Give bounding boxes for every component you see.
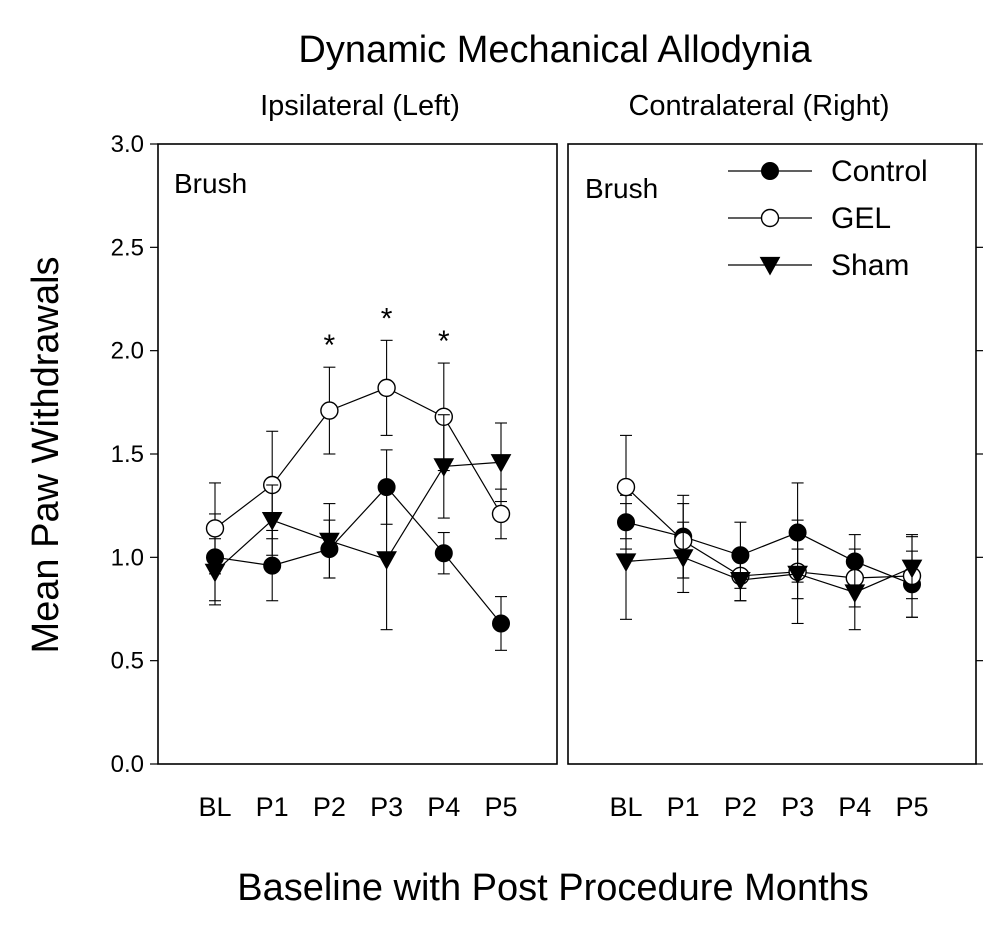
x-tick-label: P1 [667, 792, 700, 822]
legend-marker [760, 208, 780, 228]
significance-star: * [438, 325, 450, 358]
legend-label: Sham [831, 249, 909, 282]
panel-right: BL P1 P2 P3 P4 P5 Brush [567, 143, 983, 822]
panel-frame-right [567, 143, 977, 765]
data-point [672, 549, 694, 568]
data-point [787, 565, 808, 585]
legend: Control GEL Sham [728, 155, 928, 282]
series-gel [616, 434, 922, 625]
x-tick-label: P4 [427, 792, 460, 822]
legend-label: GEL [831, 202, 891, 235]
data-point [376, 551, 397, 570]
panel-title-left: Ipsilateral (Left) [260, 90, 460, 122]
series-line [625, 556, 913, 594]
figure-title: Dynamic Mechanical Allodynia [298, 29, 812, 71]
data-point [616, 477, 636, 497]
data-point [205, 519, 225, 538]
series-sham [615, 503, 923, 631]
x-tick-label: P5 [895, 792, 928, 822]
significance-star: * [324, 329, 336, 362]
data-point [491, 504, 511, 524]
data-point [730, 571, 751, 591]
legend-item-sham: Sham [728, 249, 909, 282]
data-point [433, 458, 455, 477]
data-point [490, 454, 512, 473]
x-tick-label: P2 [313, 792, 346, 822]
panel-left: 0.0 0.5 1.0 1.5 2.0 2.5 3.0 BL P1 P2 P3 P4 P5 Brush * *… [111, 131, 558, 822]
x-tick-label: P5 [484, 792, 517, 822]
panel-title-right: Contralateral (Right) [628, 90, 889, 122]
data-point [204, 563, 226, 583]
series-line [214, 387, 502, 529]
y-tick-label: 1.5 [111, 441, 144, 468]
y-tick-label: 0.5 [111, 648, 144, 675]
legend-marker [759, 256, 781, 276]
y-tick-label: 3.0 [111, 131, 144, 158]
panel-annotation: Brush [174, 168, 247, 199]
y-tick-label: 1.0 [111, 544, 144, 571]
series-control [617, 482, 921, 618]
x-tick-label: P2 [724, 792, 757, 822]
data-point [377, 378, 396, 398]
data-point [261, 512, 283, 531]
x-axis-label: Baseline with Post Procedure Months [237, 867, 869, 909]
data-point [492, 614, 510, 633]
data-point [319, 532, 340, 552]
data-point [901, 559, 923, 579]
panel-annotation: Brush [585, 173, 658, 204]
x-tick-label: BL [198, 792, 231, 822]
plot-layer: 0.0 0.5 1.0 1.5 2.0 2.5 3.0 BL P1 P2 P3 P4 P5 Brush * *… [111, 131, 983, 822]
data-point [844, 584, 866, 603]
x-tick-label: P4 [838, 792, 871, 822]
series-line [625, 486, 913, 579]
y-tick-label: 2.0 [111, 338, 144, 365]
data-point [263, 556, 282, 575]
panel-frame-left [157, 143, 558, 765]
x-tick-label: P3 [370, 792, 403, 822]
legend-marker [761, 162, 779, 180]
series-line [214, 461, 502, 573]
x-tick-label: P1 [256, 792, 289, 822]
y-axis-label: Mean Paw Withdrawals [25, 256, 67, 653]
x-tick-label: BL [609, 792, 642, 822]
y-tick-label: 0.0 [111, 751, 144, 778]
y-tick-label: 2.5 [111, 234, 144, 261]
series-line [214, 486, 502, 624]
x-tick-label: P3 [781, 792, 814, 822]
legend-label: Control [831, 155, 928, 188]
series-line [625, 521, 913, 585]
data-point [615, 553, 637, 572]
data-point [320, 401, 339, 420]
data-point [434, 544, 453, 563]
series-sham [204, 414, 512, 631]
significance-star: * [381, 302, 393, 335]
legend-item-control: Control [728, 155, 928, 188]
legend-item-gel: GEL [728, 202, 891, 235]
